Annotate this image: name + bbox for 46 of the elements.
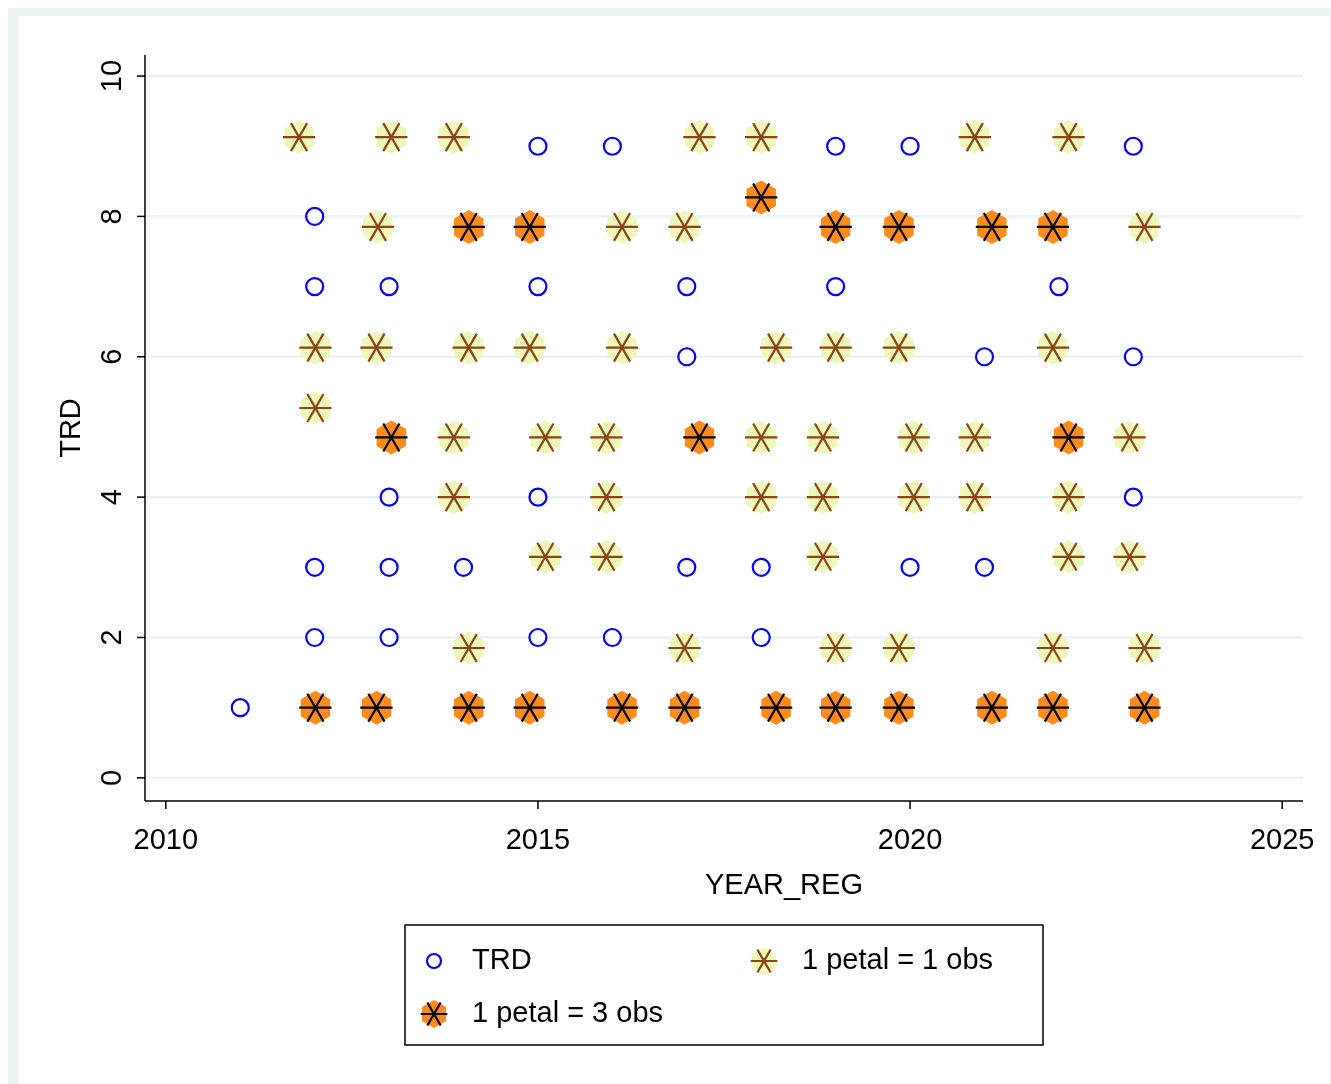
y-tick-label: 2 — [94, 629, 127, 646]
point — [826, 136, 846, 156]
point — [305, 276, 325, 297]
legend-label: 1 petal = 3 obs — [472, 995, 664, 1028]
y-tick-label: 4 — [94, 489, 127, 506]
point — [305, 206, 325, 227]
point — [528, 276, 548, 297]
point — [528, 136, 548, 156]
point — [1123, 136, 1143, 156]
point — [900, 136, 920, 156]
point — [602, 136, 622, 156]
legend-label: TRD — [472, 942, 532, 975]
point — [379, 276, 399, 297]
point — [1123, 347, 1143, 367]
point — [974, 347, 995, 367]
point — [305, 557, 325, 577]
x-axis-title: YEAR_REG — [705, 868, 863, 900]
point — [305, 627, 325, 648]
x-tick-label: 2010 — [133, 823, 199, 855]
point — [677, 557, 697, 577]
point — [230, 698, 250, 718]
x-tick-label: 2025 — [1249, 823, 1315, 855]
point — [677, 347, 697, 367]
point — [379, 627, 399, 648]
y-tick-label: 8 — [94, 208, 127, 225]
point — [528, 487, 548, 507]
point — [453, 557, 474, 577]
point — [602, 627, 622, 648]
point — [1049, 276, 1069, 297]
point — [528, 627, 548, 648]
point — [379, 487, 399, 507]
point — [1123, 487, 1143, 507]
y-tick-label: 0 — [94, 769, 127, 786]
point — [900, 557, 920, 577]
y-tick-label: 10 — [94, 59, 127, 93]
y-tick-label: 6 — [94, 348, 127, 365]
x-tick-label: 2015 — [505, 823, 571, 855]
point — [677, 276, 697, 297]
point — [826, 276, 846, 297]
legend-label: 1 petal = 1 obs — [802, 942, 994, 975]
x-tick-label: 2020 — [877, 823, 943, 855]
point — [751, 627, 771, 648]
point — [974, 557, 995, 577]
y-axis-title: TRD — [54, 398, 86, 458]
point — [379, 557, 399, 577]
point — [751, 557, 771, 577]
